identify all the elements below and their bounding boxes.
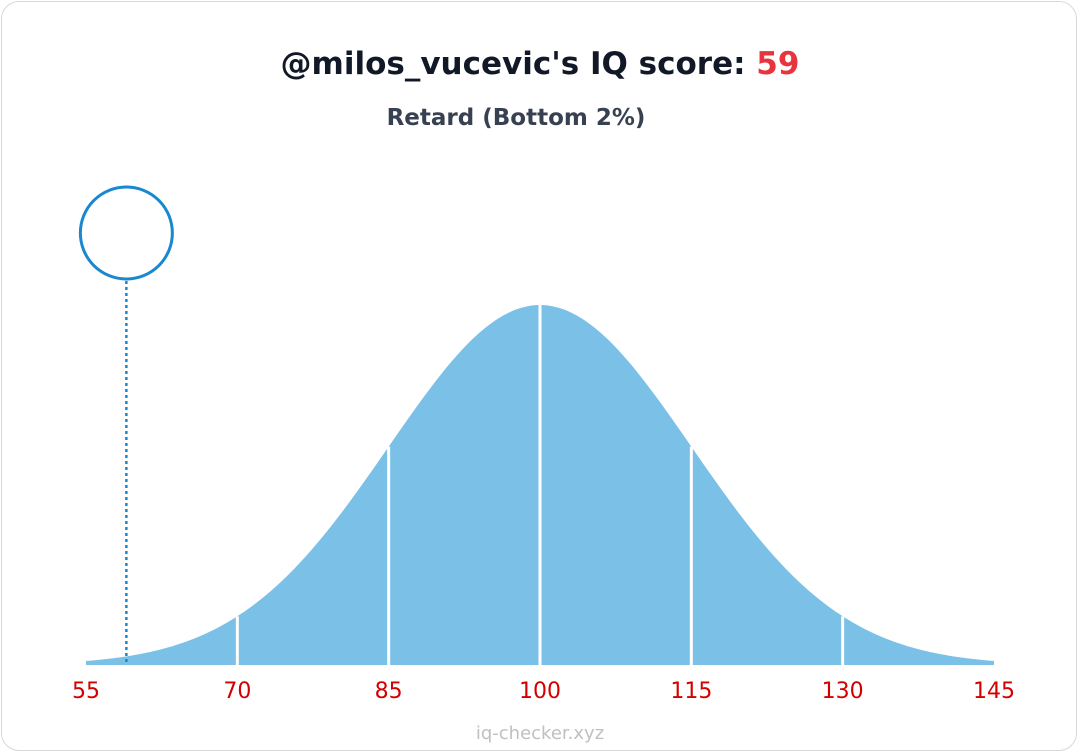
x-tick-label: 85: [375, 679, 403, 704]
x-tick-label: 115: [670, 679, 712, 704]
x-tick-label: 70: [223, 679, 251, 704]
x-tick-label: 55: [72, 679, 100, 704]
subtitle: Retard (Bottom 2%): [387, 105, 646, 131]
title-text: @milos_vucevic's IQ score:: [281, 46, 746, 82]
x-tick-label: 100: [519, 679, 561, 704]
x-tick-label: 130: [822, 679, 864, 704]
x-tick-label: 145: [973, 679, 1015, 704]
chart-title: @milos_vucevic's IQ score: 59: [281, 46, 800, 82]
score-marker: [78, 185, 174, 281]
footer: iq-checker.xyz: [476, 723, 604, 744]
score: 59: [756, 46, 799, 82]
